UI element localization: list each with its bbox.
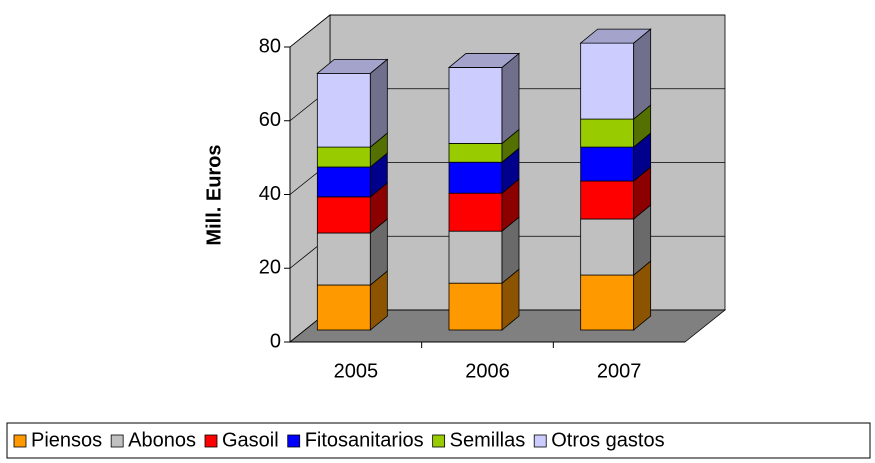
legend-swatch — [204, 434, 218, 448]
y-tick-label: 20 — [259, 257, 281, 279]
x-tick-label: 2006 — [465, 360, 510, 382]
legend-swatch — [432, 434, 446, 448]
y-tick-label: 60 — [259, 109, 281, 131]
bar-front — [316, 166, 371, 198]
legend-label: Gasoil — [222, 429, 279, 451]
bar-top — [447, 53, 521, 68]
x-tick-label: 2005 — [334, 360, 379, 382]
bar-front — [316, 232, 371, 286]
legend-swatch — [110, 434, 124, 448]
bar-segment — [448, 216, 520, 285]
legend-label: Fitosanitarios — [305, 429, 424, 451]
x-tick-label: 2007 — [597, 360, 642, 382]
bar-side — [501, 52, 520, 145]
bar-front — [580, 146, 635, 182]
bar-top — [316, 58, 389, 74]
bar-front — [316, 146, 371, 168]
legend-label: Abonos — [128, 429, 196, 451]
bar-side — [633, 28, 652, 120]
bar-top — [579, 28, 652, 44]
bar-segment — [580, 166, 652, 220]
bar-front — [448, 143, 503, 163]
bar-segment — [316, 152, 388, 198]
bar-segment — [316, 182, 388, 234]
bar-segment — [448, 147, 520, 195]
y-tick-label: 40 — [259, 183, 281, 205]
bar-front — [448, 192, 503, 232]
bar-front — [316, 284, 371, 331]
bar-segment — [448, 268, 520, 331]
bar-side — [369, 58, 388, 148]
grid-line — [289, 14, 725, 48]
bar-front — [316, 72, 371, 148]
bar-segment — [448, 178, 520, 233]
legend-label: Otros gastos — [551, 429, 664, 451]
bar-segment — [316, 270, 388, 331]
bar-front — [580, 274, 635, 331]
legend-label: Semillas — [450, 429, 526, 451]
bar-front — [448, 230, 503, 284]
legend-swatch — [533, 434, 547, 448]
y-tick-label: 80 — [259, 35, 281, 57]
legend-swatch — [287, 434, 301, 448]
y-tick-label: 0 — [270, 330, 281, 352]
bar-segment — [580, 260, 652, 331]
bar-segment — [316, 58, 389, 148]
bar-front — [448, 282, 503, 331]
bar-front — [448, 67, 503, 144]
legend-label: Piensos — [31, 429, 102, 451]
bar-segment — [580, 204, 652, 276]
bar-front — [448, 161, 503, 194]
bar-front — [580, 180, 635, 220]
bar-segment — [448, 128, 520, 164]
bar-front — [316, 196, 371, 234]
bar-segment — [579, 28, 652, 120]
bar-segment — [580, 104, 652, 148]
bar-segment — [447, 52, 521, 145]
legend-swatch — [13, 434, 27, 448]
bar-front — [580, 118, 635, 148]
y-axis-title: Mill. Euros — [203, 144, 225, 245]
bar-segment — [580, 132, 652, 182]
bar-segment — [316, 218, 388, 286]
bar-front — [580, 218, 635, 276]
bar-front — [580, 42, 635, 120]
